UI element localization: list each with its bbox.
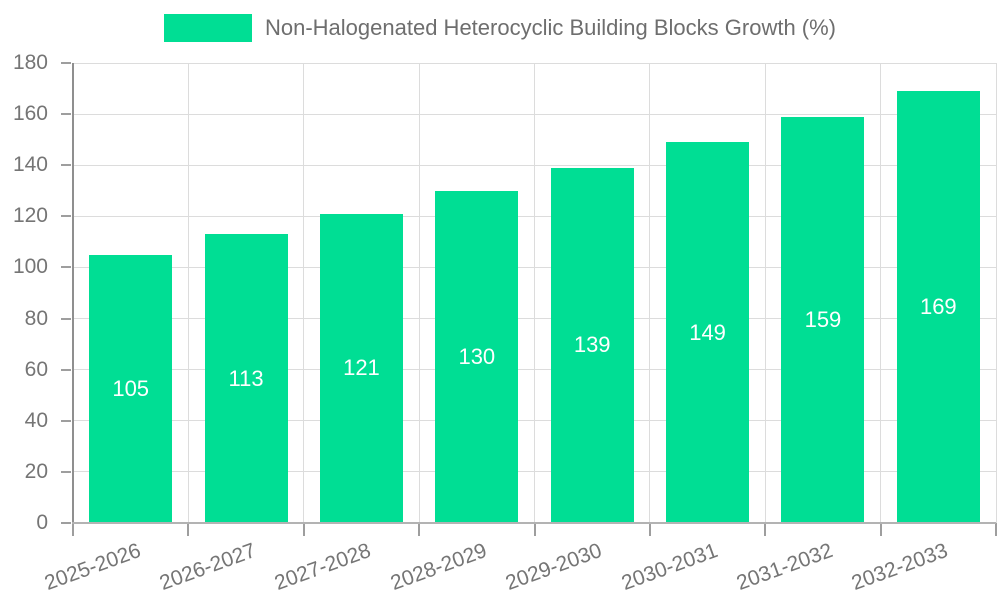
bar (204, 234, 288, 523)
bar (550, 167, 634, 523)
x-gridline (534, 63, 535, 523)
x-axis-tick (879, 523, 882, 536)
x-axis-tick-label: 2026-2027 (156, 539, 259, 595)
x-gridline (764, 63, 766, 523)
bar (319, 213, 403, 523)
x-axis-tick (764, 523, 767, 536)
y-axis-tick-label: 40 (24, 408, 48, 432)
x-axis-tick (72, 523, 74, 536)
x-axis-tick-label: 2027-2028 (272, 539, 375, 595)
bar-value-label: 139 (573, 332, 611, 358)
x-axis-tick (533, 523, 536, 536)
y-axis-tick-label: 20 (24, 459, 48, 483)
bar-value-label: 130 (458, 343, 496, 369)
bar (781, 116, 865, 523)
y-axis-line (72, 63, 74, 523)
x-axis-tick-label: 2029-2030 (502, 539, 606, 595)
y-axis-tick (61, 522, 71, 524)
bar-value-label: 121 (343, 355, 380, 381)
bar (896, 91, 980, 523)
x-axis-tick-label: 2025-2026 (41, 539, 144, 595)
y-axis-tick (61, 368, 71, 371)
x-gridline (880, 63, 882, 523)
y-axis-tick-label: 160 (12, 102, 48, 126)
x-axis-tick-label: 2031-2032 (733, 539, 836, 595)
x-axis-tick (302, 523, 305, 536)
y-axis-tick (61, 215, 71, 218)
y-axis-tick (61, 317, 71, 320)
y-axis-tick-label: 0 (36, 511, 48, 534)
y-axis-tick-label: 120 (12, 204, 48, 228)
x-axis-line (72, 522, 996, 524)
y-axis-tick-label: 180 (12, 51, 48, 74)
y-axis-tick-label: 60 (24, 357, 48, 381)
bar (666, 142, 750, 523)
x-axis-tick (648, 523, 651, 536)
x-axis-tick-label: 2032-2033 (848, 539, 952, 595)
bar-value-label: 113 (228, 365, 264, 391)
x-gridline (995, 63, 997, 523)
y-axis-tick-label: 80 (24, 306, 48, 330)
x-gridline (418, 63, 420, 523)
x-gridline (187, 63, 189, 523)
y-axis-tick (61, 266, 71, 269)
x-axis-tick (418, 523, 421, 536)
x-gridline (303, 63, 305, 523)
legend-swatch (163, 14, 252, 42)
y-axis-tick (61, 470, 71, 473)
x-gridline (649, 63, 651, 523)
x-axis-tick (995, 523, 997, 536)
y-axis-tick (61, 113, 71, 116)
y-axis-tick (61, 419, 71, 422)
bar (89, 254, 173, 523)
y-axis-tick (61, 164, 71, 167)
bar-value-label: 105 (112, 375, 150, 401)
bar-value-label: 149 (689, 319, 726, 345)
chart-legend[interactable]: Non-Halogenated Heterocyclic Building Bl… (0, 14, 1000, 42)
bar (435, 190, 519, 523)
y-axis-tick-label: 140 (12, 153, 48, 177)
x-axis-tick-label: 2028-2029 (387, 539, 490, 595)
y-axis-tick (61, 62, 71, 64)
x-axis-tick-label: 2030-2031 (618, 539, 721, 595)
y-axis-tick-label: 100 (12, 255, 48, 279)
legend-label: Non-Halogenated Heterocyclic Building Bl… (264, 15, 837, 40)
x-axis-tick (187, 523, 190, 536)
bar-value-label: 169 (919, 294, 957, 320)
bar-value-label: 159 (804, 306, 842, 332)
